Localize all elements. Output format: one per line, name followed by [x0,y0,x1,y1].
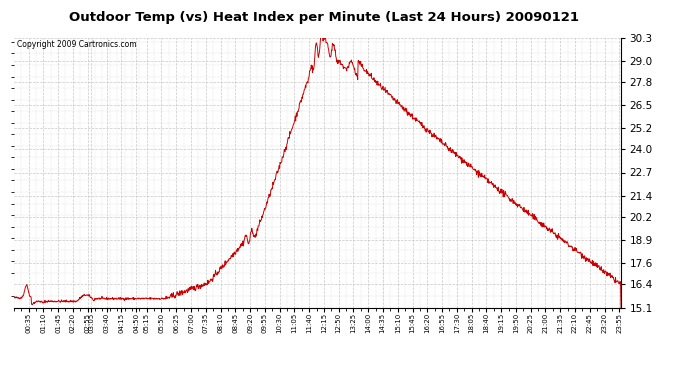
Text: Copyright 2009 Cartronics.com: Copyright 2009 Cartronics.com [17,40,137,49]
Text: Outdoor Temp (vs) Heat Index per Minute (Last 24 Hours) 20090121: Outdoor Temp (vs) Heat Index per Minute … [69,11,580,24]
